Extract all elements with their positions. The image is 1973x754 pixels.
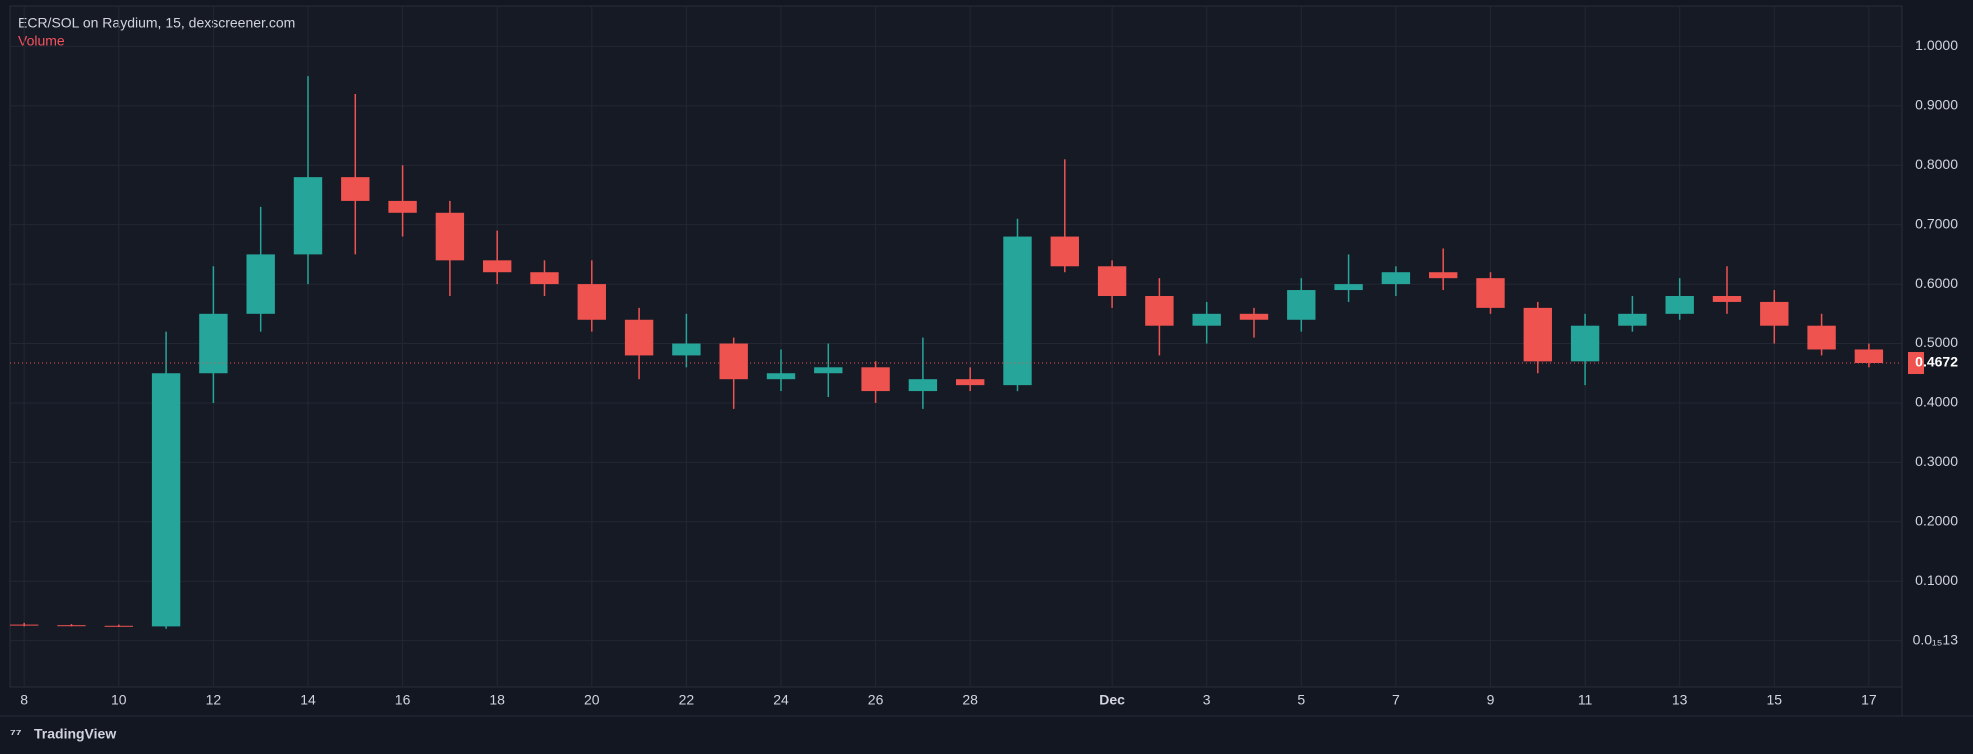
last-price-tag: [1908, 352, 1924, 375]
x-tick-label: 3: [1203, 692, 1211, 708]
candle-body: [1145, 295, 1174, 326]
candle-body: [435, 212, 465, 261]
x-tick-label: 13: [1672, 692, 1688, 708]
candle-body: [1476, 278, 1505, 308]
x-tick-label: 18: [489, 692, 505, 708]
x-tick-label: 14: [300, 692, 316, 708]
y-tick-label: 0.9000: [1915, 97, 1958, 113]
candle-body: [1523, 307, 1552, 362]
x-tick-label: 10: [111, 692, 127, 708]
y-tick-label: 0.5000: [1915, 334, 1958, 350]
volume-label: Volume: [18, 33, 65, 49]
y-tick-label: 1.0000: [1915, 37, 1958, 53]
x-tick-label: 7: [1392, 692, 1400, 708]
candle-body: [1003, 236, 1032, 386]
candle-body: [388, 200, 417, 213]
x-tick-label: 8: [20, 692, 28, 708]
candle-body: [1665, 295, 1694, 314]
candle-body: [341, 177, 370, 201]
candle-body: [1854, 349, 1884, 364]
x-tick-label: 11: [1578, 692, 1593, 708]
candle-body: [908, 379, 938, 392]
candle-body: [151, 373, 181, 627]
logo-mark: ⁷⁷: [10, 726, 22, 742]
last-price-label: 0.4672: [1915, 354, 1958, 370]
candle-body: [1050, 236, 1079, 267]
chart-title: ECR/SOL on Raydium, 15, dexscreener.com: [18, 15, 295, 31]
x-tick-label: 12: [206, 692, 222, 708]
candle-body: [1287, 290, 1316, 320]
candle-body: [1807, 325, 1836, 350]
y-tick-label: 0.7000: [1915, 215, 1958, 231]
y-tick-label: 0.3000: [1915, 453, 1958, 469]
candle-body: [530, 272, 559, 285]
y-tick-label: 0.6000: [1915, 275, 1958, 291]
candle-body: [1192, 313, 1221, 326]
x-tick-label: 22: [679, 692, 695, 708]
candle-body: [1429, 272, 1458, 279]
candle-body: [1618, 313, 1647, 326]
x-tick-label: 20: [584, 692, 600, 708]
y-tick-label: 0.4000: [1915, 394, 1958, 410]
plot-area: [9, 5, 1903, 688]
y-tick-label: 0.8000: [1915, 156, 1958, 172]
y-tick-label: 0.0₁₅13: [1913, 631, 1959, 647]
candle-body: [1334, 284, 1363, 291]
candle-body: [624, 319, 654, 356]
footer-logo[interactable]: TradingView: [34, 726, 116, 742]
candle-body: [246, 254, 275, 314]
x-tick-label: 9: [1487, 692, 1495, 708]
x-tick-label: 16: [395, 692, 411, 708]
x-tick-label: Dec: [1099, 692, 1125, 708]
candle-body: [956, 379, 985, 386]
y-tick-label: 0.2000: [1915, 513, 1958, 529]
x-tick-label: 28: [962, 692, 978, 708]
candle-body: [483, 260, 512, 273]
candle-body: [1760, 301, 1789, 326]
x-tick-label: 5: [1297, 692, 1305, 708]
x-tick-label: 17: [1861, 692, 1877, 708]
candle-body: [766, 373, 796, 380]
y-tick-label: 0.1000: [1915, 572, 1958, 588]
candle-body: [1239, 313, 1269, 320]
x-tick-label: 15: [1767, 692, 1783, 708]
candle-body: [199, 313, 228, 374]
candle-body: [861, 367, 890, 392]
candle-body: [814, 367, 843, 374]
candle-body: [1097, 266, 1127, 296]
x-tick-label: 26: [868, 692, 884, 708]
candle-body: [577, 284, 606, 320]
candle-body: [719, 343, 748, 380]
x-tick-label: 24: [773, 692, 789, 708]
candle-body: [104, 625, 133, 627]
candle-body: [1381, 272, 1411, 285]
candle-body: [672, 343, 701, 356]
candle-body: [1712, 295, 1742, 302]
candle-body: [10, 624, 39, 626]
candle-body: [57, 625, 86, 627]
candle-body: [1570, 325, 1600, 362]
candle-body: [293, 177, 323, 255]
